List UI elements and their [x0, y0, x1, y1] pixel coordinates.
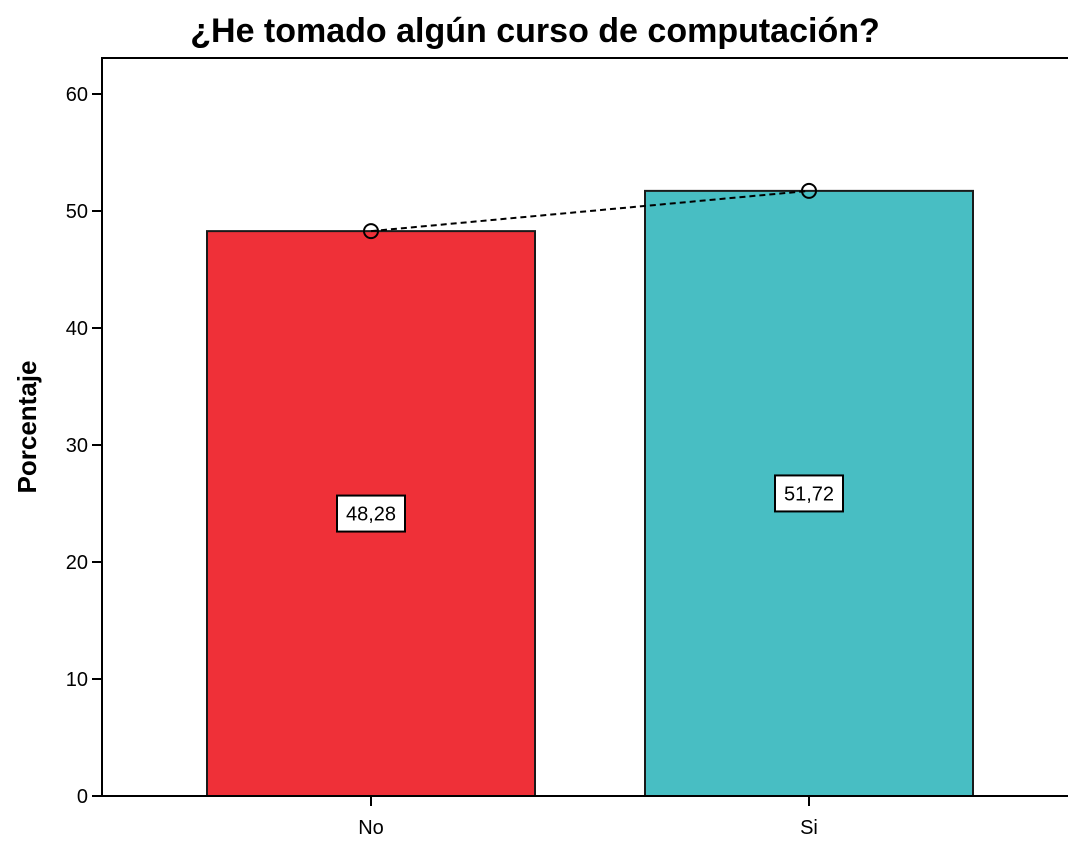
y-axis-ticks: 0 10 20 30 40 50 60 [66, 84, 102, 808]
y-tick-label: 60 [66, 84, 88, 106]
y-tick-label: 40 [66, 318, 88, 340]
data-label-text: 48,28 [346, 504, 396, 526]
data-label-text: 51,72 [784, 483, 834, 505]
data-label-si: 51,72 [774, 474, 844, 513]
overlay-point-no [363, 223, 379, 240]
data-label-box [774, 474, 844, 513]
data-label-no: 48,28 [336, 494, 406, 533]
bars [206, 189, 974, 798]
data-label-box [336, 494, 406, 533]
y-tick-label: 20 [66, 552, 88, 574]
y-tick-label: 10 [66, 669, 88, 691]
y-tick-label: 0 [77, 786, 88, 808]
x-tick-label-no: No [358, 817, 384, 839]
y-axis-label: Porcentaje [12, 361, 42, 494]
overlay-line [363, 182, 817, 240]
x-axis-ticks: No Si [92, 795, 1068, 839]
chart-title: ¿He tomado algún curso de computación? [190, 12, 880, 50]
y-tick-label: 30 [66, 435, 88, 457]
overlay-dashed-line [370, 189, 810, 233]
x-tick-label-si: Si [800, 817, 818, 839]
overlay-point-si [801, 182, 817, 199]
data-labels: 48,28 51,72 [336, 474, 844, 533]
y-tick-label: 50 [66, 201, 88, 223]
